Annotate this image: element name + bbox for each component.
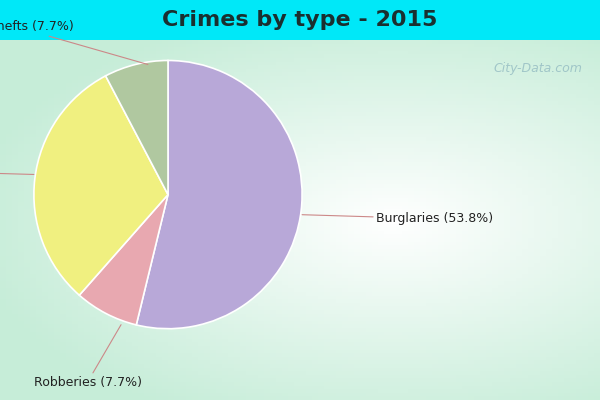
Wedge shape: [136, 60, 302, 329]
Text: Burglaries (53.8%): Burglaries (53.8%): [302, 212, 493, 225]
Wedge shape: [79, 194, 168, 325]
Text: Auto thefts (7.7%): Auto thefts (7.7%): [0, 20, 148, 64]
Text: Thefts (30.8%): Thefts (30.8%): [0, 164, 34, 177]
Wedge shape: [106, 60, 168, 194]
Wedge shape: [34, 76, 168, 295]
Text: Robberies (7.7%): Robberies (7.7%): [34, 325, 142, 389]
Text: Crimes by type - 2015: Crimes by type - 2015: [163, 10, 437, 30]
Text: City-Data.com: City-Data.com: [493, 62, 582, 74]
